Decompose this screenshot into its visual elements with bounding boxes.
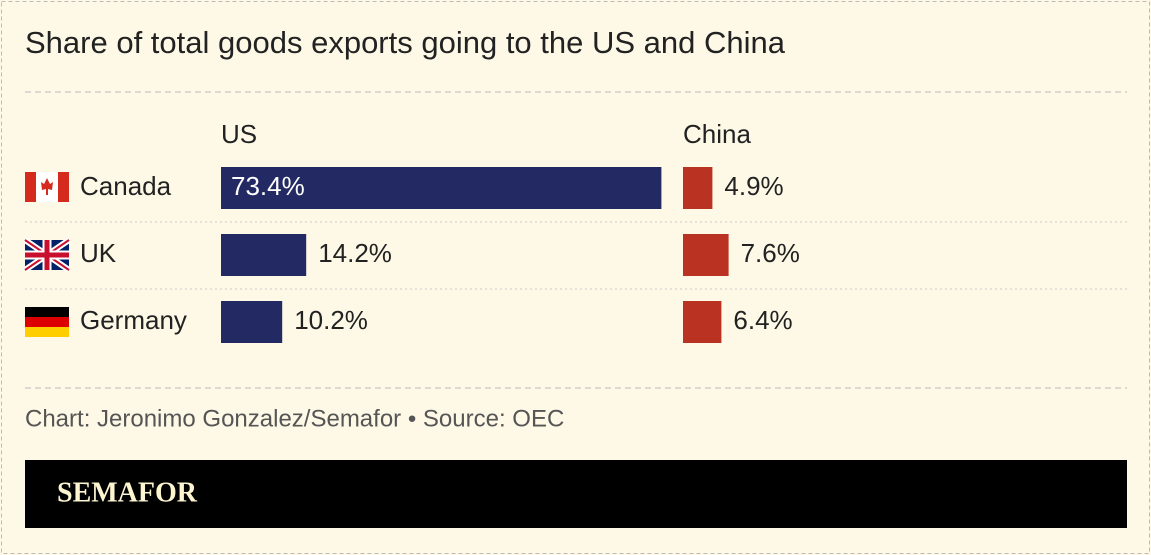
source-note: Chart: Jeronimo Gonzalez/Semafor • Sourc… — [25, 405, 564, 432]
value-label: 14.2% — [318, 238, 392, 268]
flag-canada — [25, 172, 69, 202]
flag-uk — [23, 237, 71, 273]
bar — [221, 234, 307, 276]
bar — [221, 301, 283, 343]
bar — [221, 167, 662, 209]
chart-title: Share of total goods exports going to th… — [25, 25, 786, 60]
brand-bar — [25, 460, 1127, 528]
value-label: 7.6% — [741, 238, 800, 268]
value-label: 6.4% — [733, 305, 792, 335]
brand: SEMAFOR — [57, 477, 198, 508]
category-label: Germany — [80, 305, 187, 335]
bar — [683, 301, 722, 343]
value-label: 4.9% — [724, 171, 783, 201]
series-label: China — [683, 119, 751, 149]
value-label: 10.2% — [294, 305, 368, 335]
category-label: Canada — [80, 171, 172, 201]
bar — [683, 167, 713, 209]
bar — [683, 234, 729, 276]
series-label: US — [221, 119, 257, 149]
value-label: 73.4% — [231, 171, 305, 201]
category-label: UK — [80, 238, 117, 268]
flag-germany — [25, 307, 69, 337]
